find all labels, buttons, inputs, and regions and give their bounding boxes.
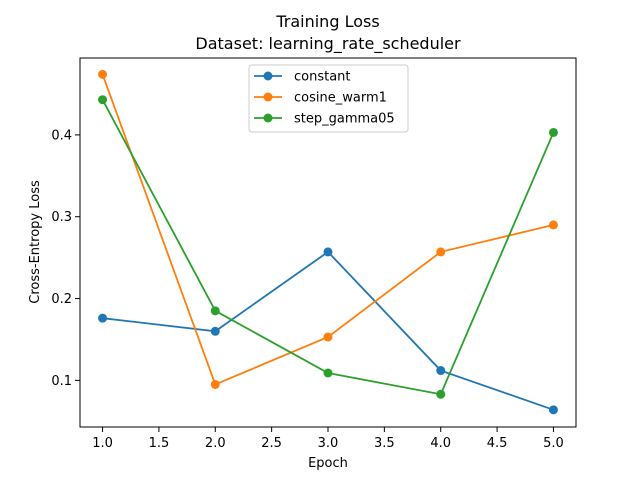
data-point: [436, 247, 446, 257]
data-point: [98, 95, 108, 105]
x-axis-ticks: 1.0 1.5 2.0 2.5 3.0 3.5 4.0 4.5 5.0: [92, 427, 564, 451]
data-point: [210, 379, 220, 389]
chart-subtitle: Dataset: learning_rate_scheduler: [195, 34, 461, 54]
legend-marker: [263, 113, 273, 123]
chart-title: Training Loss: [275, 12, 379, 31]
legend-marker: [263, 92, 273, 102]
y-axis-ticks: 0.1 0.2 0.3 0.4: [51, 128, 80, 389]
legend-box: [248, 64, 409, 133]
data-point: [436, 389, 446, 399]
data-point: [323, 332, 333, 342]
x-tick-label: 1.5: [149, 436, 170, 451]
x-tick-label: 1.0: [92, 436, 113, 451]
data-point: [323, 368, 333, 378]
x-tick-label: 2.0: [205, 436, 226, 451]
series-cosine_warm1: [98, 69, 558, 389]
series-step_gamma05: [98, 95, 558, 399]
x-tick-label: 4.5: [487, 436, 508, 451]
legend-label: constant: [294, 70, 351, 85]
y-tick-label: 0.3: [51, 210, 72, 225]
series-constant: [98, 247, 558, 415]
data-point: [548, 405, 558, 415]
data-point: [323, 247, 333, 257]
y-tick-label: 0.4: [51, 128, 72, 143]
series-layer: [98, 69, 558, 415]
x-tick-label: 2.5: [261, 436, 282, 451]
y-tick-label: 0.1: [51, 374, 72, 389]
x-axis-label: Epoch: [308, 456, 348, 471]
legend-label: cosine_warm1: [294, 91, 387, 106]
legend-label: step_gamma05: [294, 112, 395, 127]
data-point: [210, 326, 220, 336]
data-point: [436, 366, 446, 376]
x-tick-label: 3.5: [374, 436, 395, 451]
y-axis-label: Cross-Entropy Loss: [28, 180, 43, 304]
data-point: [98, 313, 108, 323]
data-point: [210, 306, 220, 316]
legend: constant cosine_warm1 step_gamma05: [248, 64, 409, 133]
y-tick-label: 0.2: [51, 292, 72, 307]
series-line: [102, 250, 554, 411]
data-point: [548, 127, 558, 137]
data-point: [98, 69, 108, 79]
x-tick-label: 4.0: [430, 436, 451, 451]
x-tick-label: 3.0: [318, 436, 339, 451]
legend-marker: [263, 71, 273, 81]
plot-frame: [79, 57, 577, 428]
x-tick-label: 5.0: [543, 436, 564, 451]
series-line: [101, 99, 555, 396]
data-point: [548, 220, 558, 230]
